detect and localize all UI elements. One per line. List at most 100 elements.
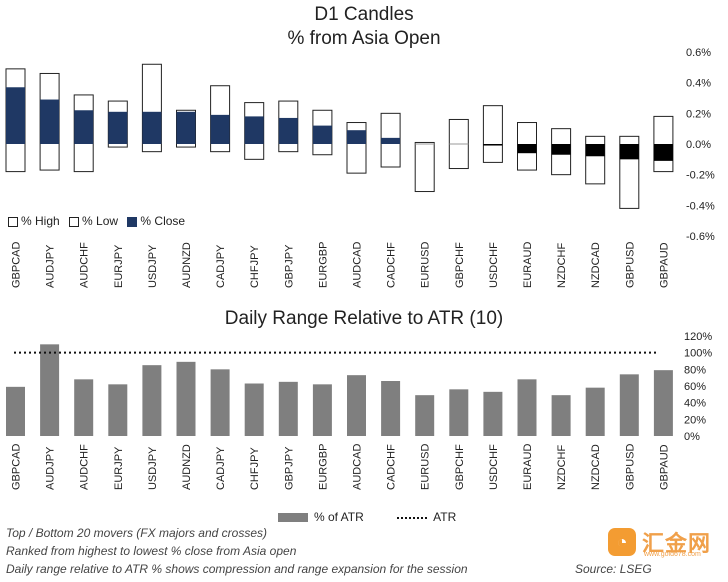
y-tick-label: -0.6%	[686, 231, 715, 243]
atr-bar	[483, 391, 503, 436]
x-tick-label: EURAUD	[522, 241, 534, 288]
legend-atr-bar-label: % of ATR	[314, 510, 364, 524]
atr-bar	[551, 395, 571, 436]
x-tick-label: EURAUD	[522, 443, 534, 490]
x-tick-label: AUDCHF	[79, 242, 91, 288]
legend-close: % Close	[127, 214, 185, 228]
x-tick-label: NZDCHF	[556, 445, 568, 490]
atr-bar	[653, 370, 673, 436]
x-tick-label: GBPAUD	[658, 242, 670, 288]
footnote-3: Daily range relative to ATR % shows comp…	[6, 562, 468, 576]
x-tick-label: USDCHF	[488, 242, 500, 288]
footnote-1: Top / Bottom 20 movers (FX majors and cr…	[6, 526, 267, 540]
x-tick-label: CADCHF	[386, 444, 398, 490]
close-bar	[40, 99, 60, 144]
y-tick-label: 0.2%	[686, 108, 711, 120]
atr-bar	[312, 384, 332, 436]
close-bar	[176, 111, 196, 144]
x-tick-label: AUDCAD	[352, 443, 364, 490]
legend-atr-line-label: ATR	[433, 510, 457, 524]
atr-bar	[108, 384, 128, 436]
atr-bar	[347, 375, 366, 436]
x-tick-label: USDCHF	[488, 444, 500, 490]
close-bar	[517, 144, 537, 154]
y-tick-label: 80%	[684, 364, 706, 376]
legend-close-swatch	[127, 216, 138, 227]
atr-bar	[210, 369, 230, 436]
atr-bar	[74, 379, 94, 436]
close-bar	[619, 144, 639, 160]
candle-range-box	[414, 141, 435, 193]
x-tick-label: EURGBP	[317, 444, 329, 490]
source-note: Source: LSEG	[575, 562, 652, 576]
candle-range-box	[482, 105, 503, 163]
atr-bar	[415, 395, 435, 436]
close-bar	[483, 144, 503, 146]
y-tick-label: 0%	[684, 431, 700, 443]
atr-bar	[40, 344, 60, 436]
close-bar	[278, 117, 298, 144]
x-tick-label: GBPJPY	[283, 244, 295, 288]
x-tick-label: AUDNZD	[181, 242, 193, 288]
close-bar	[381, 137, 401, 144]
atr-bar	[244, 383, 264, 436]
close-bar	[347, 130, 366, 144]
atr-bar	[381, 381, 401, 436]
x-tick-label: GBPUSD	[624, 443, 636, 490]
x-tick-label: GBPCHF	[454, 444, 466, 490]
legend-atr-bar-swatch	[278, 513, 308, 523]
atr-bar	[278, 381, 298, 436]
atr-bar	[142, 365, 162, 436]
candle-range-box	[585, 135, 606, 185]
legend-high-swatch	[8, 216, 18, 227]
legend-high-label: % High	[21, 214, 60, 228]
close-bar	[74, 110, 94, 144]
legend-high: % High	[8, 214, 60, 228]
y-tick-label: 120%	[684, 331, 712, 343]
logo-icon: ◔	[608, 528, 636, 556]
x-tick-label: EURUSD	[420, 241, 432, 288]
y-tick-label: 60%	[684, 381, 706, 393]
x-tick-label: GBPCAD	[11, 241, 23, 288]
x-tick-label: USDJPY	[147, 244, 159, 288]
legend-low-swatch	[69, 216, 80, 227]
atr-chart: 120% 100% 80% 60% 40% 20% 0% GBPCAD AUDJPY AUDCHF…	[6, 331, 712, 490]
legend-low: % Low	[69, 214, 118, 228]
x-tick-label: CHFJPY	[249, 245, 261, 288]
x-tick-label: GBPUSD	[624, 241, 636, 288]
brand-logo: ◔ 汇金网 www.gold678.com	[608, 526, 720, 560]
x-tick-label: GBPCAD	[11, 443, 23, 490]
chart-subtitle: % from Asia Open	[287, 28, 441, 49]
logo-url: www.gold678.com	[644, 551, 701, 558]
x-tick-label: AUDCHF	[79, 444, 91, 490]
x-tick-label: AUDCAD	[352, 241, 364, 288]
close-bar	[551, 144, 571, 155]
atr-bar	[176, 361, 196, 436]
atr-legend: % of ATR ATR	[278, 510, 456, 524]
x-tick-label: CADCHF	[386, 242, 398, 288]
legend-atr-line-swatch	[397, 516, 428, 519]
close-bar	[312, 125, 332, 144]
x-tick-label: CADJPY	[215, 244, 227, 288]
chart-title: D1 Candles	[314, 4, 414, 25]
legend-low-label: % Low	[82, 214, 119, 228]
x-tick-label: AUDNZD	[181, 444, 193, 490]
y-tick-label: 20%	[684, 414, 706, 426]
logo-text: 汇金网	[642, 531, 712, 556]
atr-chart-title: Daily Range Relative to ATR (10)	[224, 308, 504, 329]
x-tick-label: EURGBP	[317, 242, 329, 288]
atr-bar	[449, 389, 469, 436]
close-bar	[6, 87, 25, 144]
x-tick-label: CADJPY	[215, 446, 227, 490]
x-tick-label: GBPJPY	[283, 446, 295, 490]
y-tick-label: 0.6%	[686, 47, 711, 59]
candle-range-box	[346, 122, 367, 174]
y-tick-label: -0.2%	[686, 170, 715, 182]
y-tick-label: 40%	[684, 398, 706, 410]
candle-legend: % High % Low % Close	[8, 214, 191, 228]
close-bar	[244, 116, 264, 144]
x-tick-label: NZDCAD	[590, 444, 602, 490]
close-bar	[585, 144, 605, 157]
legend-close-label: % Close	[140, 214, 186, 228]
